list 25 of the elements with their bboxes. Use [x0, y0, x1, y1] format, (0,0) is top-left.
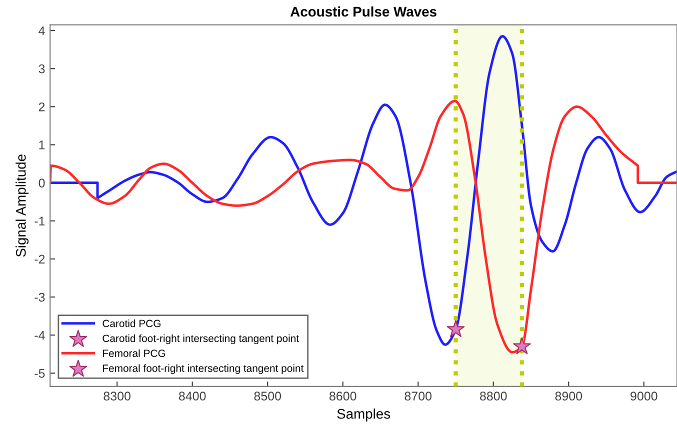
x-tick-label: 9000 [630, 392, 658, 401]
legend-label: Carotid PCG [102, 320, 160, 328]
y-tick-label: 1 [39, 140, 45, 150]
x-tick-label: 8800 [480, 392, 507, 401]
legend-label: Femoral foot-right intersecting tangent point [103, 364, 304, 374]
legend-label: Carotid foot-right intersecting tangent point [102, 334, 299, 344]
x-tick-label: 8500 [254, 392, 282, 401]
y-tick-label: 3 [38, 64, 45, 74]
y-tick-label: 2 [38, 102, 45, 112]
x-tick-label: 8400 [178, 392, 206, 401]
x-tick-label: 8700 [404, 392, 432, 401]
x-axis-title: Samples [337, 408, 390, 422]
y-axis-title: Signal Amplitude [16, 154, 29, 257]
chart-title: Acoustic Pulse Waves [290, 6, 436, 17]
legend-label: Femoral PCG [103, 349, 166, 358]
y-tick-label: -3 [34, 292, 45, 302]
x-tick-label: 8900 [555, 392, 582, 401]
y-tick-label: 0 [38, 178, 45, 188]
y-tick-label: -4 [34, 331, 45, 340]
y-tick-label: -5 [34, 369, 45, 378]
y-tick-label: -2 [34, 254, 45, 264]
x-tick-label: 8300 [104, 392, 130, 401]
y-tick-label: 4 [38, 26, 45, 36]
x-tick-label: 8600 [329, 392, 356, 401]
y-tick-label: -1 [34, 216, 45, 226]
